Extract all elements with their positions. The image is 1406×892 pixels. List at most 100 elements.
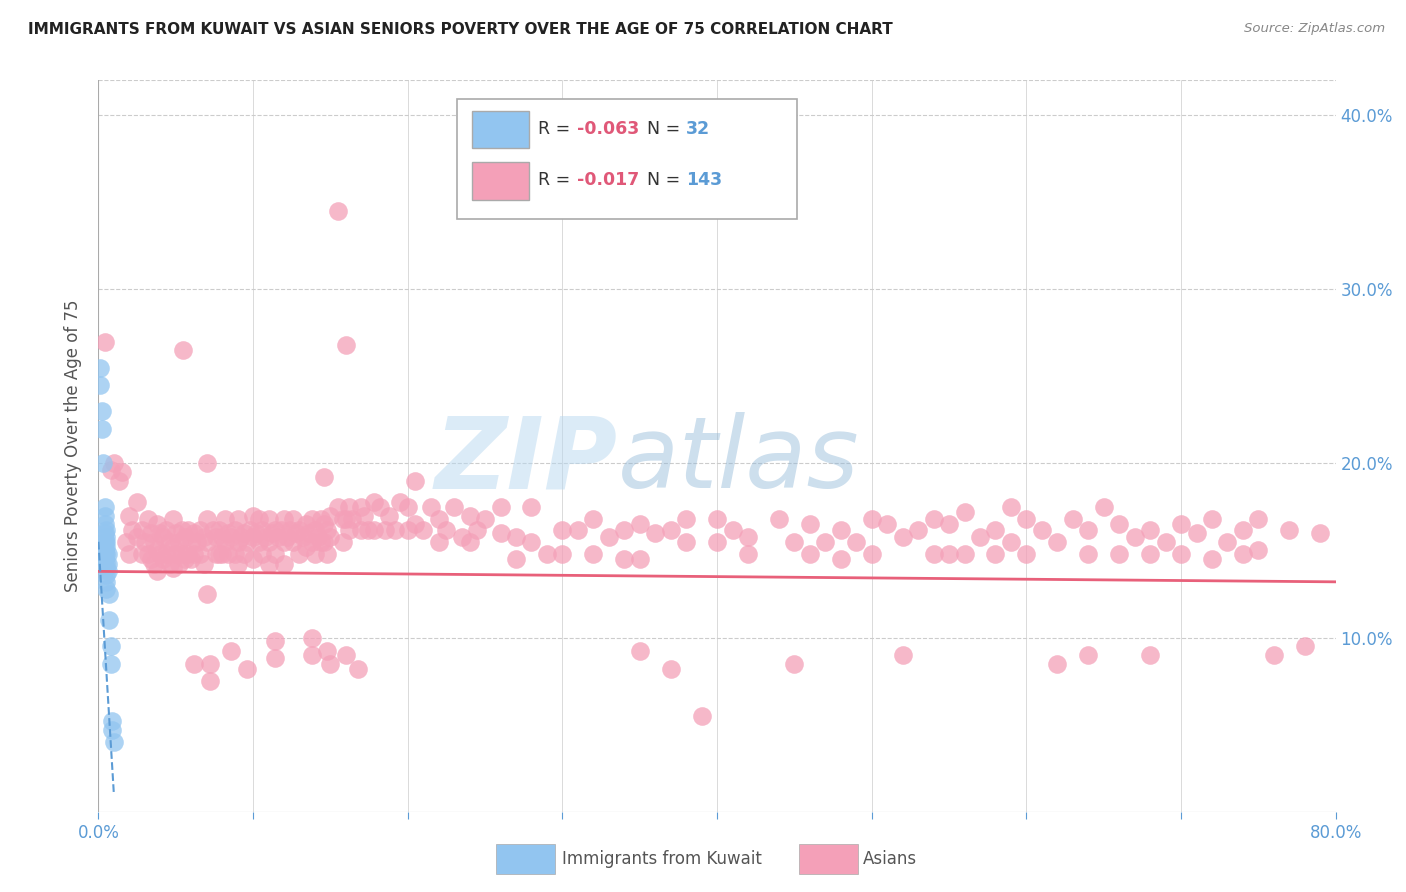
Point bbox=[335, 338, 357, 352]
Point bbox=[938, 547, 960, 561]
Point bbox=[195, 512, 218, 526]
Point bbox=[221, 644, 243, 658]
Point bbox=[149, 526, 172, 541]
Point bbox=[1000, 534, 1022, 549]
Point bbox=[214, 534, 236, 549]
Point bbox=[98, 613, 121, 627]
Point bbox=[107, 474, 129, 488]
Point bbox=[180, 552, 202, 566]
Point bbox=[186, 534, 208, 549]
Point bbox=[273, 534, 295, 549]
Point bbox=[93, 547, 115, 561]
Point bbox=[146, 543, 169, 558]
Point bbox=[301, 534, 323, 549]
Point bbox=[830, 552, 852, 566]
Point bbox=[1031, 523, 1053, 537]
Point bbox=[1139, 648, 1161, 662]
Text: 32: 32 bbox=[686, 120, 710, 137]
Point bbox=[205, 547, 228, 561]
Point bbox=[1077, 648, 1099, 662]
Point bbox=[582, 547, 605, 561]
Point bbox=[659, 523, 682, 537]
Text: N =: N = bbox=[647, 171, 685, 189]
Point bbox=[860, 512, 883, 526]
Point bbox=[146, 517, 169, 532]
Point bbox=[551, 547, 574, 561]
Point bbox=[363, 494, 385, 508]
Point bbox=[247, 512, 270, 526]
Point bbox=[96, 534, 118, 549]
Point bbox=[170, 523, 193, 537]
Point bbox=[1201, 552, 1223, 566]
Point bbox=[96, 523, 118, 537]
Point bbox=[214, 512, 236, 526]
Point bbox=[100, 463, 122, 477]
Point bbox=[298, 526, 321, 541]
Point bbox=[101, 714, 124, 728]
Point bbox=[1247, 543, 1270, 558]
Point bbox=[226, 512, 249, 526]
Point bbox=[1139, 547, 1161, 561]
Point bbox=[309, 512, 332, 526]
Point bbox=[257, 558, 280, 572]
Point bbox=[254, 530, 277, 544]
Y-axis label: Seniors Poverty Over the Age of 75: Seniors Poverty Over the Age of 75 bbox=[65, 300, 83, 592]
Point bbox=[139, 526, 162, 541]
Point bbox=[907, 523, 929, 537]
Point bbox=[458, 508, 481, 523]
Point bbox=[644, 526, 666, 541]
Point bbox=[224, 523, 246, 537]
Point bbox=[96, 567, 118, 582]
Point bbox=[96, 530, 118, 544]
Text: -0.017: -0.017 bbox=[578, 171, 640, 189]
Point bbox=[159, 534, 181, 549]
Point bbox=[211, 547, 233, 561]
Point bbox=[922, 512, 945, 526]
Point bbox=[97, 565, 120, 579]
Point bbox=[252, 523, 274, 537]
Point bbox=[278, 523, 301, 537]
Point bbox=[226, 534, 249, 549]
Point bbox=[984, 547, 1007, 561]
Point bbox=[396, 500, 419, 514]
Point bbox=[799, 517, 821, 532]
Text: 143: 143 bbox=[686, 171, 723, 189]
Point bbox=[309, 534, 332, 549]
Point bbox=[103, 457, 125, 471]
Point bbox=[458, 534, 481, 549]
Point bbox=[412, 523, 434, 537]
Point bbox=[347, 662, 370, 676]
Point bbox=[783, 534, 806, 549]
Point bbox=[1232, 523, 1254, 537]
Point bbox=[101, 723, 124, 737]
Point bbox=[335, 512, 357, 526]
Point bbox=[737, 547, 759, 561]
Point bbox=[505, 530, 527, 544]
Text: Asians: Asians bbox=[863, 850, 917, 868]
Point bbox=[1216, 534, 1239, 549]
Point bbox=[1170, 547, 1192, 561]
Point bbox=[89, 360, 111, 375]
Point bbox=[814, 534, 837, 549]
Point bbox=[489, 500, 512, 514]
Point bbox=[257, 534, 280, 549]
Point bbox=[405, 517, 427, 532]
Point bbox=[1046, 534, 1069, 549]
Point bbox=[263, 523, 285, 537]
Point bbox=[319, 657, 342, 671]
Text: Immigrants from Kuwait: Immigrants from Kuwait bbox=[562, 850, 762, 868]
Point bbox=[1247, 512, 1270, 526]
Point bbox=[291, 530, 314, 544]
Point bbox=[304, 547, 326, 561]
Point bbox=[335, 648, 357, 662]
Point bbox=[152, 552, 174, 566]
Point bbox=[224, 547, 246, 561]
Point bbox=[159, 558, 181, 572]
Point bbox=[520, 534, 543, 549]
Point bbox=[1294, 640, 1316, 654]
Point bbox=[201, 523, 224, 537]
Point bbox=[136, 547, 159, 561]
Point bbox=[190, 547, 212, 561]
Point bbox=[205, 530, 228, 544]
Point bbox=[96, 556, 118, 570]
